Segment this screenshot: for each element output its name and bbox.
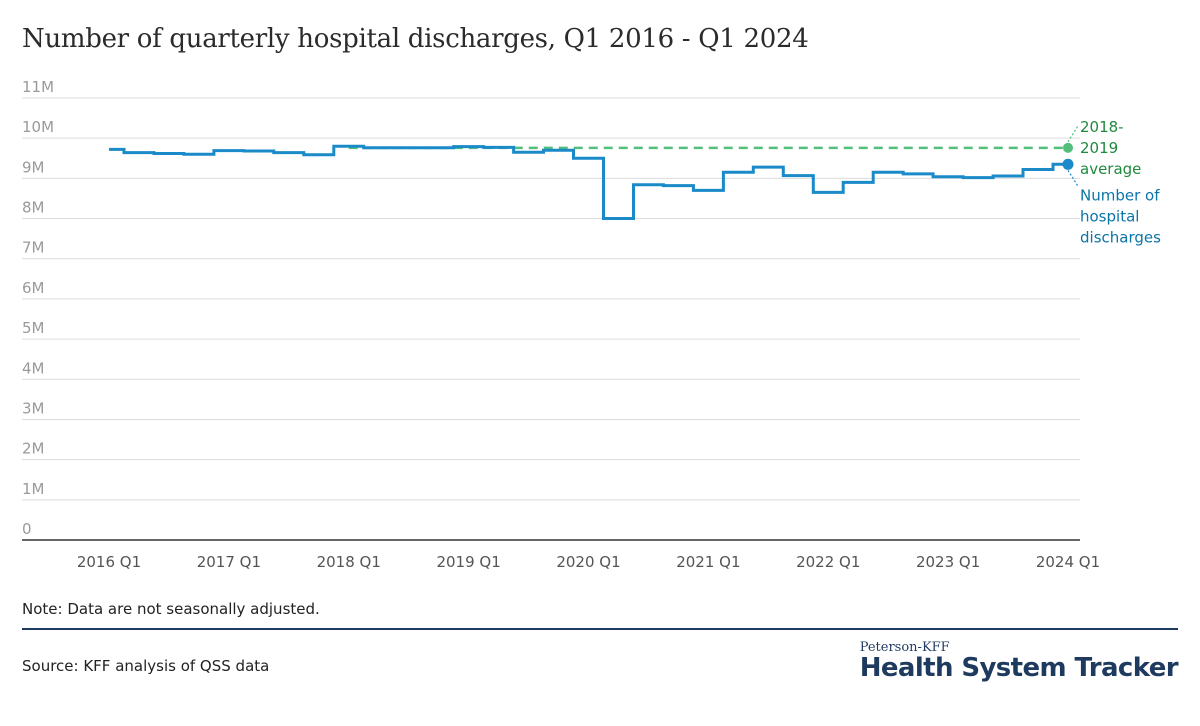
grid-lines	[22, 97, 1080, 541]
y-tick-label: 3M	[22, 399, 45, 417]
footer-divider	[22, 628, 1178, 630]
y-tick-label: 4M	[22, 359, 45, 377]
y-tick-label: 8M	[22, 199, 45, 217]
y-tick-label: 5M	[22, 319, 45, 337]
y-tick-label: 1M	[22, 480, 45, 498]
series-group	[109, 142, 1074, 220]
series-label: hospital	[1080, 207, 1139, 225]
x-tick-label: 2017 Q1	[197, 553, 261, 571]
x-tick-label: 2016 Q1	[77, 553, 141, 571]
y-tick-label: 6M	[22, 279, 45, 297]
x-tick-label: 2022 Q1	[796, 553, 860, 571]
chart-title: Number of quarterly hospital discharges,…	[22, 24, 809, 54]
chart: 0 1M 2M 3M 4M 5M 6M 7M 8M 9M 10M 11M 2016 Q1 2017 Q1…	[22, 78, 1161, 571]
series-labels: 2018- 2019 average Number of hospital dischar…	[1067, 118, 1161, 246]
y-tick-label: 9M	[22, 158, 45, 176]
y-tick-label: 7M	[22, 239, 45, 257]
series-label: discharges	[1080, 228, 1161, 246]
y-tick-label: 2M	[22, 440, 45, 458]
average-label: average	[1080, 160, 1141, 178]
average-endpoint	[1063, 142, 1073, 153]
chart-note: Note: Data are not seasonally adjusted.	[22, 600, 320, 618]
x-tick-label: 2020 Q1	[556, 553, 620, 571]
x-tick-label: 2023 Q1	[916, 553, 980, 571]
series-leader	[1067, 169, 1079, 187]
x-tick-label: 2021 Q1	[676, 553, 740, 571]
chart-source: Source: KFF analysis of QSS data	[22, 657, 270, 675]
brand-small-text: Peterson-KFF	[859, 640, 950, 655]
brand-logo: Peterson-KFF Health System Tracker	[859, 640, 1179, 683]
y-tick-label: 11M	[22, 78, 54, 96]
average-label: 2018-	[1080, 118, 1124, 136]
average-leader	[1067, 125, 1079, 143]
average-label: 2019	[1080, 139, 1118, 157]
series-endpoint-discharges	[1062, 158, 1074, 170]
y-axis: 0 1M 2M 3M 4M 5M 6M 7M 8M 9M 10M 11M	[22, 78, 54, 538]
x-tick-label: 2018 Q1	[317, 553, 381, 571]
x-tick-label: 2019 Q1	[436, 553, 500, 571]
brand-big-text: Health System Tracker	[859, 653, 1179, 683]
series-line-discharges	[109, 144, 1068, 220]
x-axis: 2016 Q1 2017 Q1 2018 Q1 2019 Q1 2020 Q1 2021 …	[77, 553, 1100, 571]
x-tick-label: 2024 Q1	[1036, 553, 1100, 571]
series-label: Number of	[1080, 186, 1160, 204]
y-tick-label: 10M	[22, 118, 54, 136]
y-tick-label: 0	[22, 520, 32, 538]
